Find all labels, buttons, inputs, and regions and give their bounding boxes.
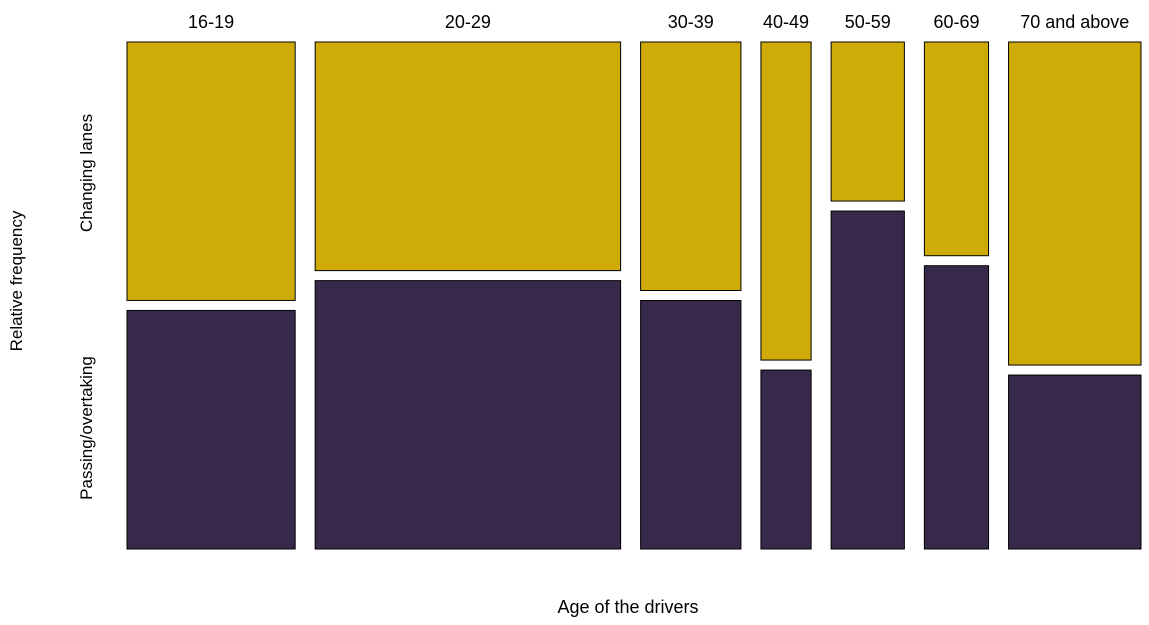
- series-label-changing-lanes: Changing lanes: [77, 114, 96, 232]
- category-label-50-59: 50-59: [845, 12, 891, 32]
- tile-changing-lanes-20-29: [314, 41, 622, 272]
- tile-changing-lanes-60-69: [923, 41, 990, 257]
- tile-changing-lanes-30-39: [640, 41, 742, 291]
- tile-passing-overtaking-70-and-above: [1008, 374, 1142, 550]
- series-label-passing-overtaking: Passing/overtaking: [77, 356, 96, 500]
- tile-passing-overtaking-40-49: [760, 369, 812, 550]
- tile-passing-overtaking-60-69: [923, 265, 990, 550]
- category-label-70-and-above: 70 and above: [1020, 12, 1129, 32]
- category-label-40-49: 40-49: [763, 12, 809, 32]
- category-label-16-19: 16-19: [188, 12, 234, 32]
- tile-passing-overtaking-16-19: [126, 309, 296, 550]
- category-labels: 16-19 20-29 30-39 40-49 50-59 60-69 70 and abo…: [188, 12, 1129, 32]
- tile-changing-lanes-16-19: [126, 41, 296, 301]
- tile-changing-lanes-50-59: [830, 41, 905, 202]
- tile-passing-overtaking-50-59: [830, 210, 905, 550]
- tile-passing-overtaking-20-29: [314, 280, 622, 550]
- tile-passing-overtaking-30-39: [640, 300, 742, 550]
- tile-changing-lanes-70-and-above: [1008, 41, 1142, 366]
- y-axis-title: Relative frequency: [7, 210, 26, 351]
- category-label-30-39: 30-39: [668, 12, 714, 32]
- tiles-layer: [126, 41, 1142, 550]
- category-label-60-69: 60-69: [933, 12, 979, 32]
- x-axis-title: Age of the drivers: [557, 597, 698, 617]
- tile-changing-lanes-40-49: [760, 41, 812, 361]
- category-label-20-29: 20-29: [445, 12, 491, 32]
